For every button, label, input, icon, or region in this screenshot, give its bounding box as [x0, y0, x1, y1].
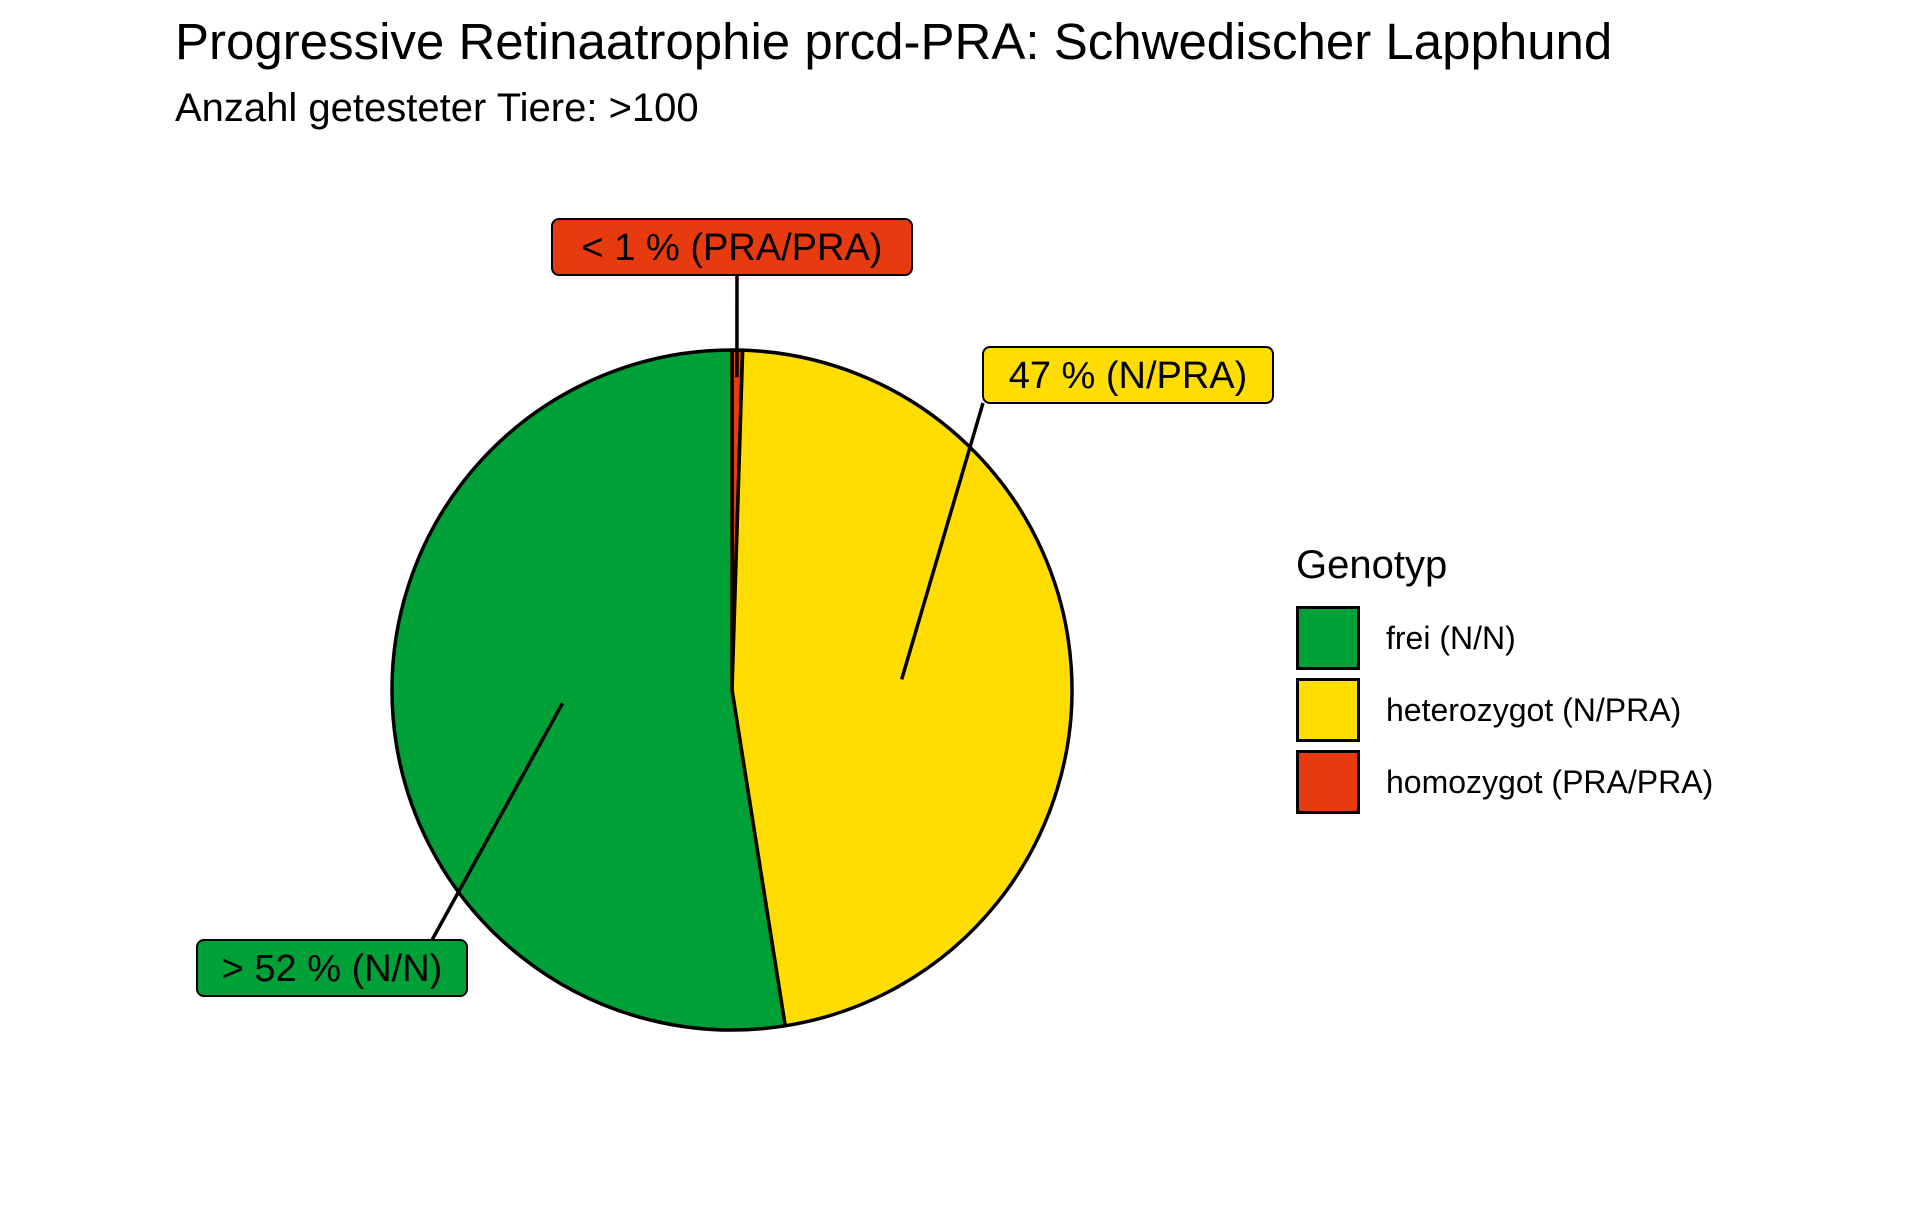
legend-swatch-homozygot: [1296, 750, 1360, 814]
legend-item-heterozygot: heterozygot (N/PRA): [1296, 674, 1713, 746]
legend-item-frei: frei (N/N): [1296, 602, 1713, 674]
leader-line-frei: [430, 702, 565, 941]
chart-subtitle: Anzahl getesteter Tiere: >100: [175, 86, 699, 130]
data-label-heterozygot: 47 % (N/PRA): [1009, 355, 1248, 397]
legend: Genotyp frei (N/N) heterozygot (N/PRA) h…: [1296, 538, 1713, 818]
legend-swatch-heterozygot: [1296, 678, 1360, 742]
data-label-box-frei: [196, 939, 468, 997]
legend-swatch-frei: [1296, 606, 1360, 670]
legend-item-homozygot: homozygot (PRA/PRA): [1296, 746, 1713, 818]
legend-label-homozygot: homozygot (PRA/PRA): [1386, 763, 1714, 800]
leader-line-heterozygot: [899, 402, 985, 680]
pie-slice-heterozygot: [730, 348, 1074, 1028]
legend-title: Genotyp: [1296, 543, 1448, 587]
pie-slice-frei: [390, 348, 787, 1032]
legend-label-frei: frei (N/N): [1386, 619, 1516, 656]
data-label-homozygot: < 1 % (PRA/PRA): [582, 227, 883, 269]
legend-label-heterozygot: heterozygot (N/PRA): [1386, 691, 1682, 728]
data-label-frei: > 52 % (N/N): [222, 948, 443, 990]
chart-title: Progressive Retinaatrophie prcd-PRA: Sch…: [175, 13, 1613, 70]
data-label-box-homozygot: [551, 218, 913, 276]
data-label-box-heterozygot: [982, 346, 1274, 404]
